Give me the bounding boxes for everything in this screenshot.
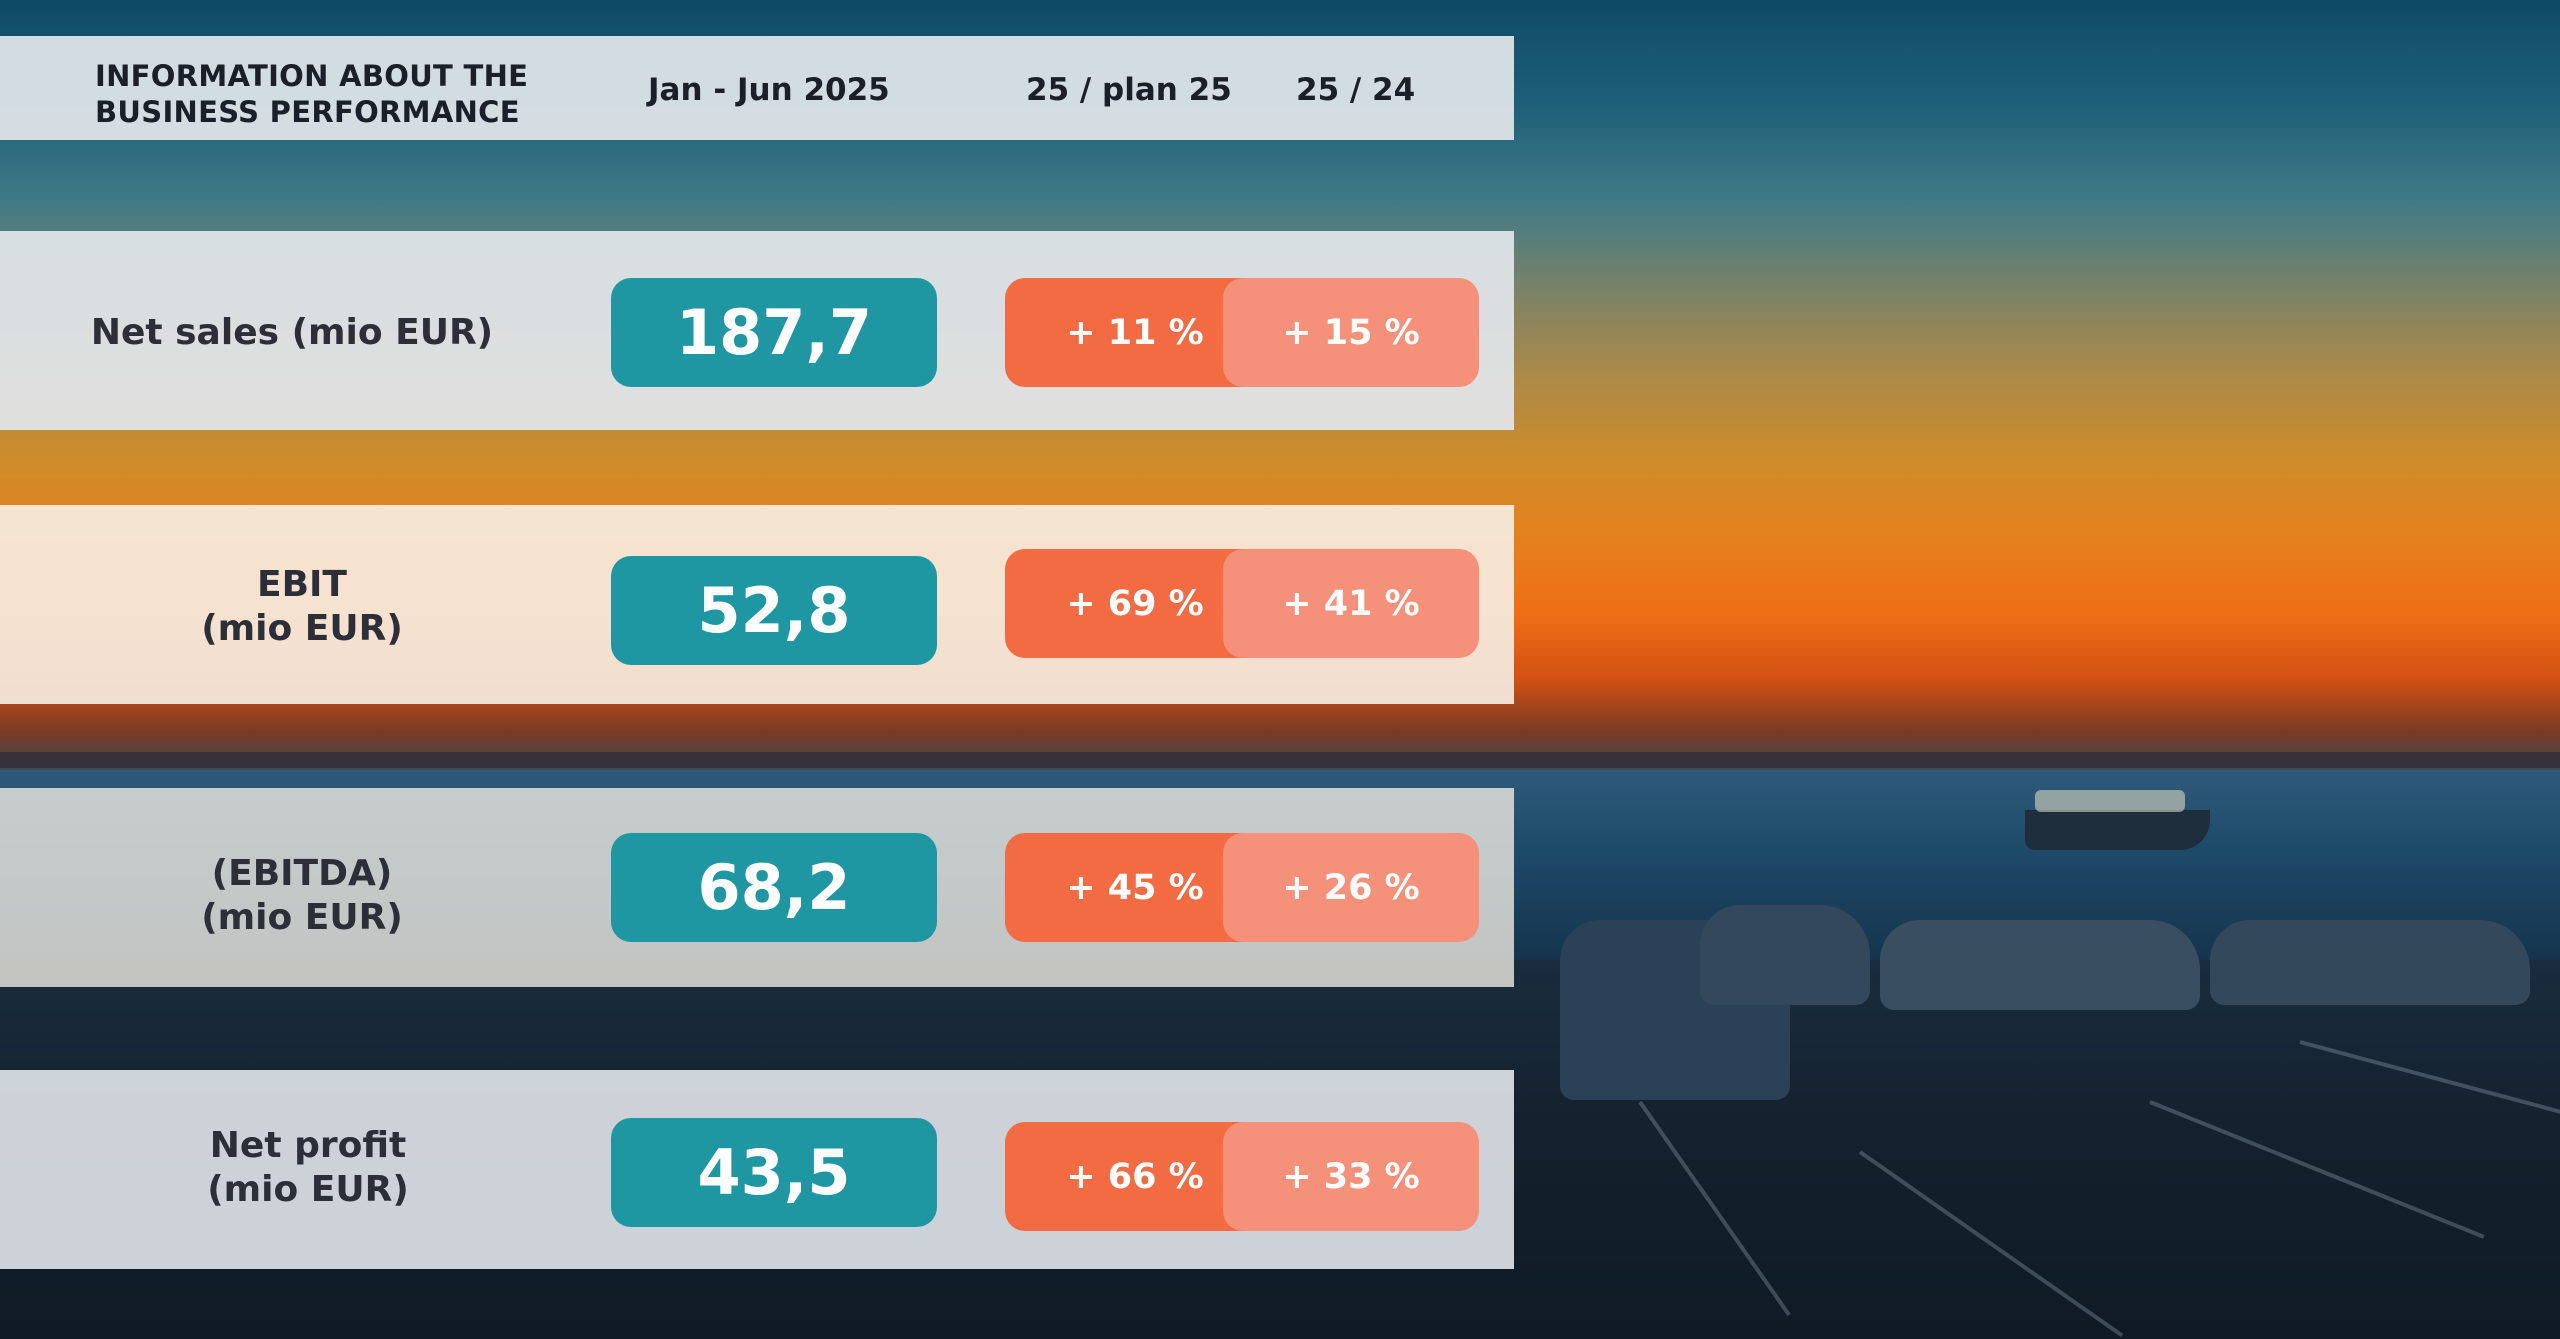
vs-prev-badge: + 15 % (1223, 278, 1479, 387)
row-label: EBIT (mio EUR) (42, 563, 562, 651)
vs-plan-badge: + 45 % (1005, 833, 1265, 942)
row-label: Net sales (mio EUR) (32, 311, 552, 355)
row-label: (EBITDA) (mio EUR) (42, 852, 562, 940)
vs-prev-badge: + 26 % (1223, 833, 1479, 942)
table-row-ebit: EBIT (mio EUR) 52,8 + 69 % + 41 % (0, 505, 1514, 704)
row-label-line2: (mio EUR) (201, 897, 403, 938)
change-badges: + 45 % + 26 % (1005, 833, 1479, 942)
value-badge: 43,5 (611, 1118, 937, 1227)
change-badges: + 11 % + 15 % (1005, 278, 1479, 387)
vs-prev-badge: + 41 % (1223, 549, 1479, 658)
table-row-ebitda: (EBITDA) (mio EUR) 68,2 + 45 % + 26 % (0, 788, 1514, 987)
column-header-vs-plan: 25 / plan 25 (1026, 72, 1232, 108)
vs-plan-badge: + 11 % (1005, 278, 1265, 387)
table-header: INFORMATION ABOUT THE BUSINESS PERFORMAN… (0, 36, 1514, 140)
vs-prev-badge: + 33 % (1223, 1122, 1479, 1231)
row-label: Net profit (mio EUR) (48, 1124, 568, 1212)
column-header-vs-prev: 25 / 24 (1296, 72, 1416, 108)
row-label-line2: (mio EUR) (207, 1169, 409, 1210)
header-title-line2: BUSINESS PERFORMANCE (95, 95, 520, 129)
header-title: INFORMATION ABOUT THE BUSINESS PERFORMAN… (95, 58, 528, 130)
change-badges: + 69 % + 41 % (1005, 549, 1479, 658)
ship-lights (2035, 790, 2185, 812)
horizon-clouds (0, 752, 2560, 768)
table-row-net-sales: Net sales (mio EUR) 187,7 + 11 % + 15 % (0, 231, 1514, 430)
row-label-line2: (mio EUR) (201, 608, 403, 649)
ship (2025, 810, 2210, 850)
change-badges: + 66 % + 33 % (1005, 1122, 1479, 1231)
row-label-line1: Net sales (mio EUR) (90, 312, 494, 353)
row-label-line1: Net profit (209, 1125, 407, 1166)
car (1700, 905, 1870, 1005)
car (2210, 920, 2530, 1005)
value-badge: 68,2 (611, 833, 937, 942)
car (1880, 920, 2200, 1010)
header-title-line1: INFORMATION ABOUT THE (95, 59, 529, 93)
row-label-line1: EBIT (257, 564, 347, 605)
value-badge: 187,7 (611, 278, 937, 387)
vs-plan-badge: + 66 % (1005, 1122, 1265, 1231)
table-row-net-profit: Net profit (mio EUR) 43,5 + 66 % + 33 % (0, 1070, 1514, 1269)
vs-plan-badge: + 69 % (1005, 549, 1265, 658)
column-header-period: Jan - Jun 2025 (648, 72, 890, 108)
value-badge: 52,8 (611, 556, 937, 665)
row-label-line1: (EBITDA) (211, 853, 393, 894)
